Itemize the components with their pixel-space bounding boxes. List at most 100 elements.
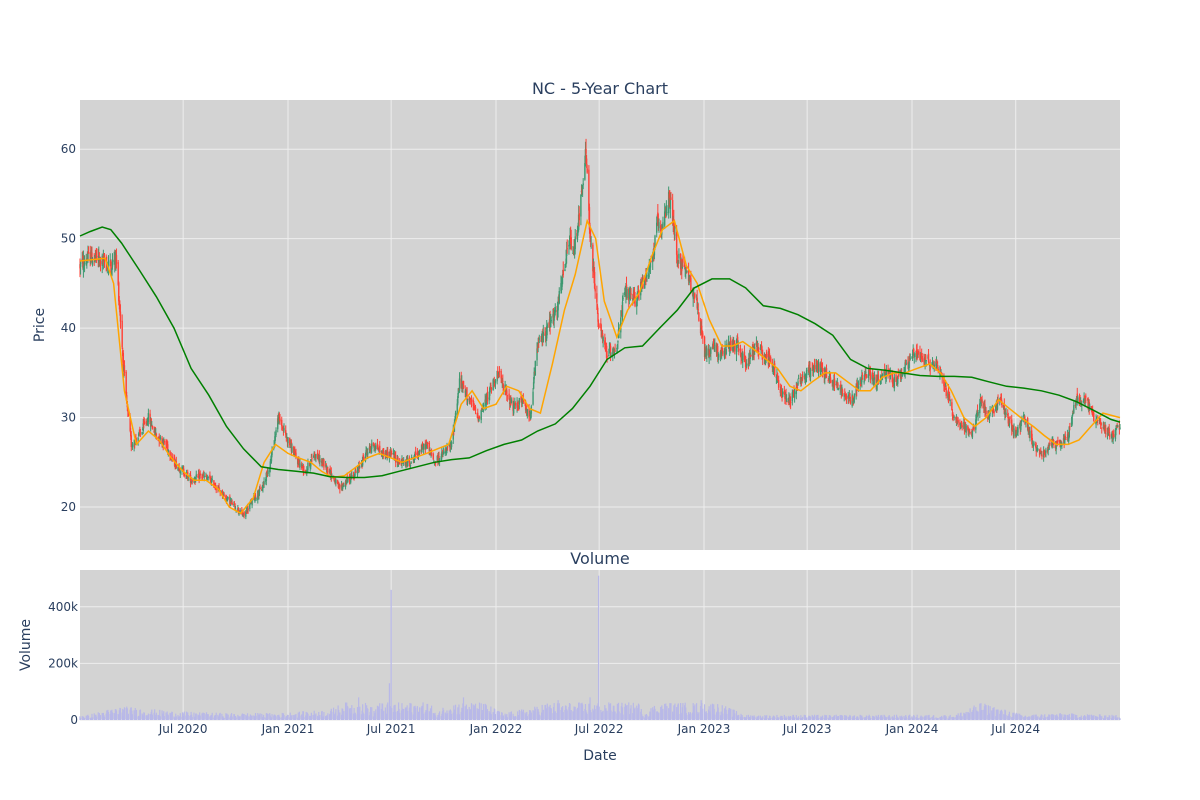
candle-body (1065, 439, 1067, 441)
candle-body (178, 466, 180, 472)
volume-bar (371, 707, 373, 720)
candle-body (373, 447, 376, 449)
volume-bar (598, 706, 600, 720)
candle-body (363, 456, 365, 460)
candle-body (699, 320, 702, 334)
candle-body (924, 355, 927, 360)
candle-body (231, 502, 233, 505)
x-tick-label: Jul 2020 (158, 722, 208, 736)
volume-bar (526, 716, 528, 720)
candle-body (1051, 441, 1053, 448)
candle-body (194, 476, 197, 482)
candle-body (149, 413, 151, 425)
volume-bar (367, 708, 369, 720)
candle-body (91, 252, 93, 263)
candle-body (657, 212, 659, 218)
candle-body (1115, 428, 1117, 431)
candle-body (1042, 450, 1045, 458)
candle-body (127, 408, 129, 412)
candle-body (564, 265, 567, 267)
candle-body (283, 428, 285, 431)
volume-bar (861, 717, 864, 720)
candle-body (674, 234, 676, 236)
volume-y-tick-label: 400k (48, 600, 78, 614)
candle-body (831, 380, 833, 383)
candle-body (852, 396, 854, 399)
candle-body (675, 231, 678, 255)
candle-body (1045, 450, 1047, 453)
candle-body (349, 476, 352, 483)
volume-bar (199, 715, 201, 720)
candle-body (151, 424, 153, 426)
candle-body (277, 418, 279, 430)
candle-body (581, 185, 584, 189)
candle-body (588, 207, 591, 230)
candle-body (1034, 444, 1037, 447)
volume-bar (933, 715, 935, 720)
volume-bar (259, 713, 261, 720)
candle-body (262, 484, 264, 489)
volume-bar (742, 717, 744, 720)
candle-body (1071, 415, 1073, 425)
volume-bar (586, 713, 588, 720)
candle-body (581, 190, 583, 193)
volume-bar (390, 589, 392, 720)
candle-body (1047, 447, 1049, 451)
candle-body (492, 379, 494, 391)
volume-bar (446, 713, 449, 720)
candle-body (585, 158, 588, 165)
volume-bar (201, 713, 203, 720)
candle-body (167, 444, 169, 452)
volume-bar (183, 711, 185, 720)
candle-body (765, 354, 767, 361)
price-y-tick-label: 50 (61, 232, 76, 246)
candle-body (194, 481, 196, 483)
candle-body (258, 488, 261, 493)
candle-body (151, 425, 154, 429)
candle-body (469, 398, 472, 400)
candle-body (401, 459, 404, 463)
volume-bar (837, 715, 840, 720)
price-y-ticks: 20 30 40 50 60 (61, 142, 76, 514)
candle-body (606, 355, 608, 358)
volume-bar (869, 717, 871, 720)
candle-body (648, 262, 650, 273)
volume-bar (589, 697, 591, 720)
volume-bar (634, 707, 636, 720)
volume-bar (602, 710, 604, 720)
candle-body (318, 454, 321, 464)
candle-body (893, 376, 896, 389)
candle-body (1031, 438, 1033, 444)
candle-body (725, 348, 727, 355)
volume-bar (795, 715, 797, 720)
candle-body (780, 387, 783, 394)
candle-body (117, 262, 119, 285)
volume-bar (738, 714, 740, 720)
candle-body (614, 350, 616, 352)
candle-body (263, 481, 265, 485)
candle-body (649, 258, 652, 268)
candle-body (379, 445, 381, 453)
candle-body (360, 464, 363, 466)
candle-body (285, 433, 287, 438)
candle-body (469, 401, 471, 403)
candle-body (444, 449, 446, 454)
candle-body (947, 389, 950, 402)
candle-body (737, 345, 739, 347)
candle-body (446, 446, 448, 451)
candle-body (935, 362, 938, 369)
candle-body (949, 400, 951, 402)
candle-body (824, 373, 827, 378)
candle-body (608, 349, 611, 354)
candle-body (369, 446, 371, 450)
candle-body (981, 399, 983, 403)
candle-body (418, 450, 421, 453)
candle-body (724, 347, 726, 349)
volume-bar (332, 707, 335, 720)
volume-bar (774, 717, 776, 720)
volume-bar (759, 715, 762, 720)
volume-bar (889, 718, 891, 720)
candle-body (223, 494, 225, 496)
candle-body (1020, 423, 1022, 430)
volume-bar (917, 717, 919, 720)
